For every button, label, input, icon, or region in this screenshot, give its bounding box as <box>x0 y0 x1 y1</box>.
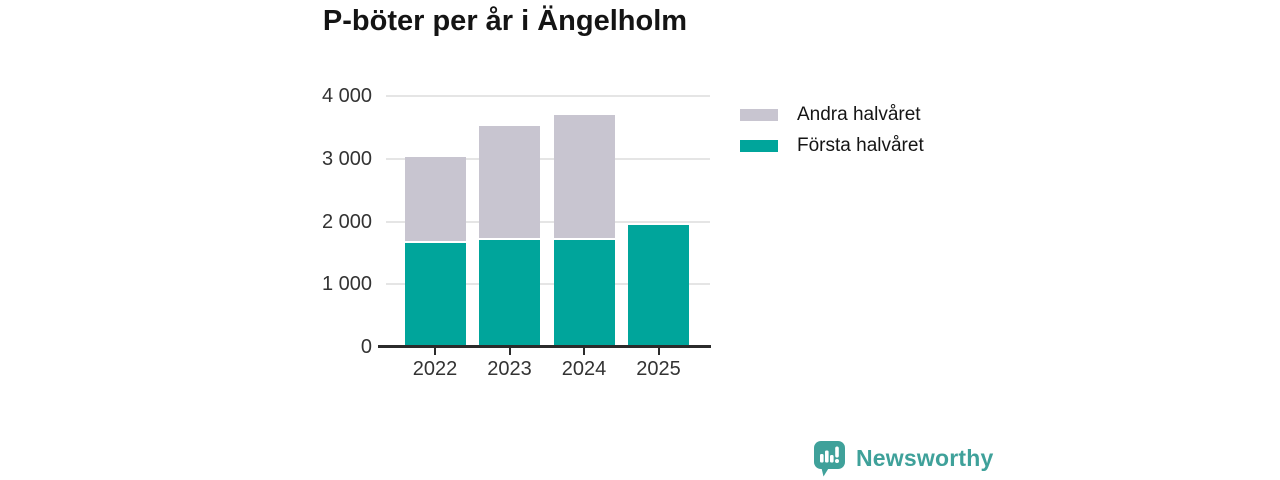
legend: Andra halvåret Första halvåret <box>740 103 924 165</box>
gridline <box>386 220 710 223</box>
y-axis-tick-label: 4 000 <box>321 85 372 107</box>
x-axis-line <box>378 345 711 348</box>
y-axis-tick-label: 3 000 <box>321 147 372 170</box>
legend-label: Första halvåret <box>797 134 924 156</box>
x-axis-tick <box>434 348 436 355</box>
newsworthy-logo-icon <box>814 441 845 477</box>
y-axis-tick-label: 0 <box>360 336 372 358</box>
newsworthy-branding: Newsworthy <box>813 440 993 477</box>
brand-name: Newsworthy <box>856 445 994 471</box>
bar-segment-second-half-2022 <box>404 156 466 242</box>
gridline <box>386 95 710 97</box>
y-axis-tick-label: 2 000 <box>321 210 372 233</box>
x-axis-tick-label: 2022 <box>412 358 458 380</box>
bar-segment-first-half-2024 <box>553 239 615 347</box>
legend-item-forsta-halvaret: Första halvåret <box>740 134 924 157</box>
x-axis-tick <box>583 348 585 355</box>
gridline <box>386 157 710 160</box>
x-axis-tick-label: 2025 <box>636 358 681 380</box>
bar-segment-first-half-2022 <box>404 243 466 347</box>
legend-swatch-andra-halvaret <box>740 108 778 121</box>
bar-segment-second-half-2023 <box>479 126 540 239</box>
legend-swatch-forsta-halvaret <box>740 139 778 152</box>
bar-segment-first-half-2025 <box>628 224 689 347</box>
legend-item-andra-halvaret: Andra halvåret <box>740 103 924 126</box>
x-axis-tick-label: 2023 <box>487 358 532 380</box>
x-axis-tick <box>657 348 660 355</box>
bar-segment-second-half-2024 <box>553 115 615 238</box>
bar-segment-first-half-2023 <box>479 240 540 347</box>
x-axis-tick-label: 2024 <box>561 358 607 380</box>
legend-label: Andra halvåret <box>797 103 921 125</box>
gridline <box>386 283 710 286</box>
chart-title: P-böter per år i Ängelholm <box>322 5 688 37</box>
y-axis-tick-label: 1 000 <box>321 273 372 296</box>
x-axis-tick <box>508 348 511 355</box>
